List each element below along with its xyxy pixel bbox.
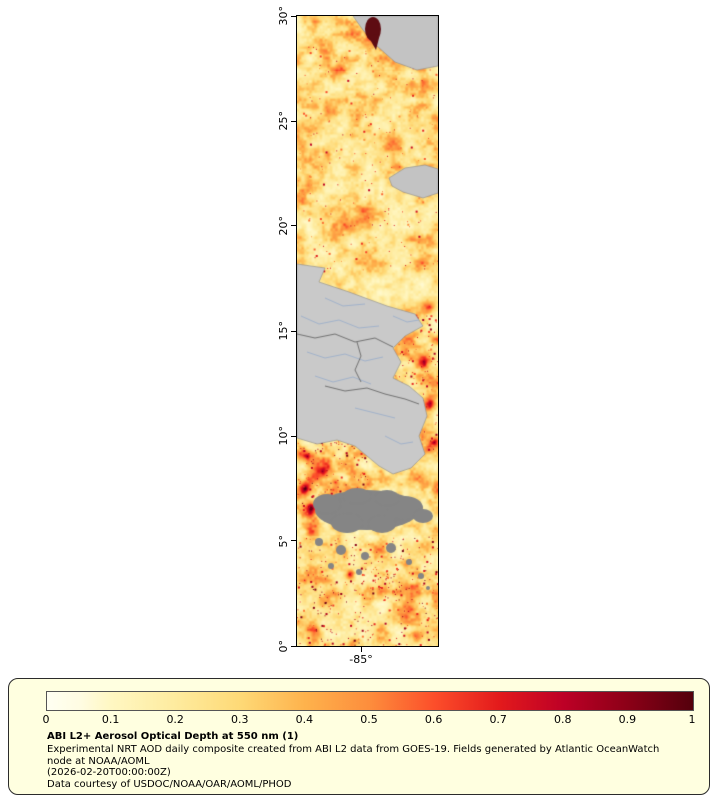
lat-tick-mark xyxy=(291,645,296,647)
colorbar-tick-label: 0.8 xyxy=(554,713,572,726)
colorbar-tick-label: 0.9 xyxy=(618,713,637,726)
colorbar-tick-label: 0.5 xyxy=(360,713,378,726)
lat-tick-label: 0° xyxy=(276,639,290,653)
colorbar-tick-label: 0.1 xyxy=(101,713,120,726)
lat-tick-label: 25° xyxy=(276,111,290,131)
colorbar-tick-label: 0.2 xyxy=(166,713,184,726)
longitude-tick-label: -85° xyxy=(349,653,373,666)
lat-tick-label: 10° xyxy=(276,426,290,446)
aod-raster-canvas xyxy=(297,16,438,646)
lat-tick-label: 15° xyxy=(276,321,290,341)
lat-tick-mark xyxy=(291,225,296,227)
lat-tick-mark xyxy=(291,120,296,122)
colorbar-tick-label: 0.3 xyxy=(231,713,249,726)
map-plot: -85° 30° 25° 20° 15° 10° 5° 0° xyxy=(277,6,439,666)
lat-tick-label: 5° xyxy=(276,534,290,548)
legend-description: Experimental NRT AOD daily composite cre… xyxy=(47,744,660,767)
lat-tick-label: 30° xyxy=(276,6,290,26)
lat-tick-mark xyxy=(291,540,296,542)
legend-timestamp: (2026-02-20T00:00:00Z) xyxy=(47,767,171,778)
lat-tick-label: 20° xyxy=(276,216,290,236)
colorbar xyxy=(46,691,694,711)
colorbar-tick-label: 0.7 xyxy=(489,713,507,726)
legend-panel: ABI L2+ Aerosol Optical Depth at 550 nm … xyxy=(8,678,710,795)
colorbar-tick-label: 0.6 xyxy=(424,713,443,726)
lat-tick-mark xyxy=(291,15,296,17)
legend-courtesy: Data courtesy of USDOC/NOAA/OAR/AOML/PHO… xyxy=(47,779,292,790)
lat-tick-mark xyxy=(291,330,296,332)
legend-title: ABI L2+ Aerosol Optical Depth at 550 nm … xyxy=(47,731,299,742)
lat-tick-mark xyxy=(291,435,296,437)
colorbar-tick-label: 1 xyxy=(688,713,696,726)
longitude-tick-mark xyxy=(361,647,362,652)
colorbar-tick-label: 0.4 xyxy=(295,713,314,726)
colorbar-tick-label: 0 xyxy=(42,713,50,726)
